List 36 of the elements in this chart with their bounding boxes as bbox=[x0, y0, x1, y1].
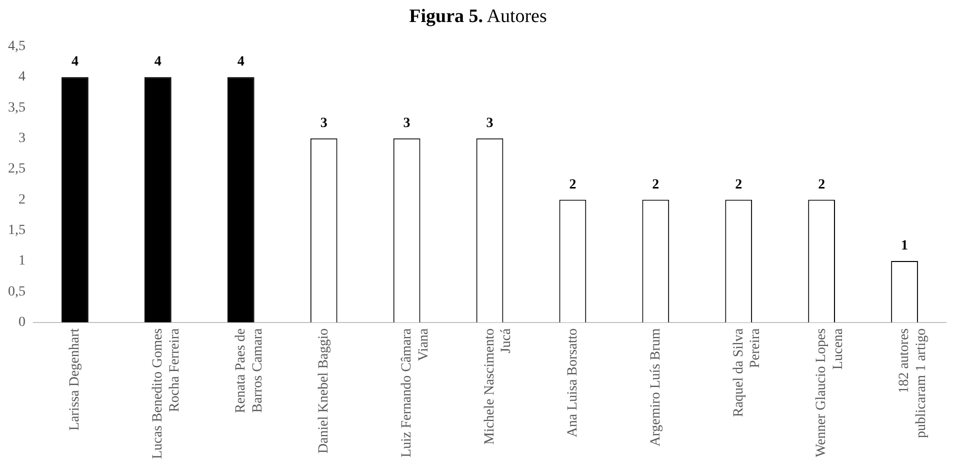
y-tick-label: 0,5 bbox=[8, 284, 26, 300]
data-label: 4 bbox=[71, 54, 78, 70]
y-tick-label: 1 bbox=[18, 254, 26, 269]
x-tick-label: Wenner Glaucio Lopes Lucena bbox=[814, 328, 846, 458]
bar bbox=[227, 77, 254, 322]
data-label: 3 bbox=[486, 116, 494, 131]
data-label: 2 bbox=[569, 177, 576, 192]
data-label: 2 bbox=[818, 177, 826, 192]
data-label: 4 bbox=[154, 54, 162, 70]
data-label: 4 bbox=[237, 54, 244, 70]
data-label: 2 bbox=[735, 177, 742, 192]
x-tick-label: 182 autores publicaram 1 artigo bbox=[897, 328, 929, 438]
data-label: 3 bbox=[403, 116, 410, 131]
y-tick-label: 2,5 bbox=[8, 162, 26, 177]
bar bbox=[62, 77, 88, 322]
chart-title: Figura 5. Autores bbox=[408, 5, 548, 29]
y-tick-label: 3,5 bbox=[8, 100, 26, 116]
y-tick-label: 4 bbox=[18, 70, 26, 85]
bar bbox=[144, 77, 172, 322]
data-label: 1 bbox=[901, 238, 908, 254]
y-tick-label: 0 bbox=[18, 315, 26, 330]
x-tick-label: Raquel da Silva Pereira bbox=[731, 328, 764, 418]
x-tick-label: Daniel Knebel Baggio bbox=[316, 328, 332, 454]
x-tick-label: Larissa Degenhart bbox=[68, 328, 83, 431]
y-tick-label: 3 bbox=[18, 131, 26, 146]
y-tick-label: 4,5 bbox=[8, 39, 26, 54]
y-tick-label: 2 bbox=[18, 192, 26, 208]
x-tick-label: Renata Paes de Barros Camara bbox=[234, 328, 266, 414]
x-tick-label: Lucas Benedito Gomes Rocha Ferreira bbox=[150, 328, 182, 460]
y-tick-label: 1,5 bbox=[8, 223, 26, 238]
data-label: 3 bbox=[320, 116, 328, 131]
x-tick-label: Ana Luisa Borsatto bbox=[565, 328, 580, 438]
x-tick-label: Luiz Fernando Câmara Viana bbox=[399, 328, 432, 458]
x-tick-label: Michele Nascimento Jucá bbox=[482, 328, 514, 445]
x-tick-label: Argemiro Luís Brum bbox=[648, 328, 664, 446]
data-label: 2 bbox=[652, 177, 660, 192]
